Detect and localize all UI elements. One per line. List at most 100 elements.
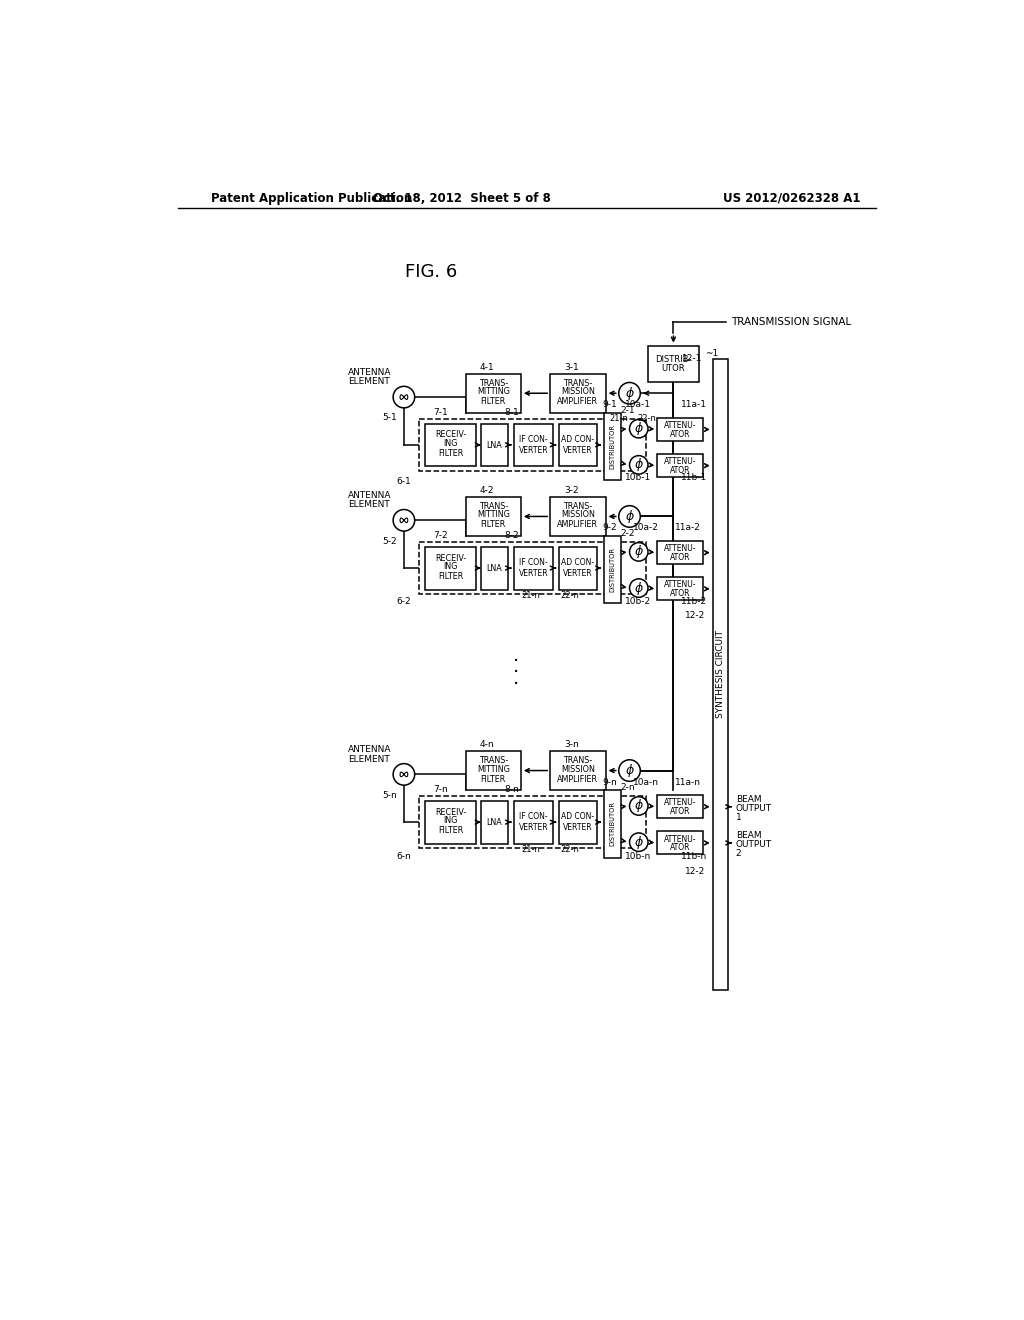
Text: LNA: LNA: [486, 818, 502, 828]
Text: OUTPUT: OUTPUT: [736, 840, 772, 849]
Bar: [425, 424, 475, 466]
Text: $\phi$: $\phi$: [634, 544, 644, 561]
Text: RECEIV-: RECEIV-: [435, 553, 466, 562]
Text: TRANS-: TRANS-: [478, 756, 508, 766]
Text: VERTER: VERTER: [563, 569, 593, 578]
Text: SYNTHESIS CIRCUIT: SYNTHESIS CIRCUIT: [716, 631, 725, 718]
Text: 4-1: 4-1: [480, 363, 495, 371]
Text: 11b-1: 11b-1: [681, 474, 708, 482]
Text: 10a-1: 10a-1: [625, 400, 651, 409]
Bar: [466, 751, 521, 789]
Text: TRANS-: TRANS-: [563, 379, 593, 388]
Text: 2: 2: [736, 849, 741, 858]
Text: 1: 1: [736, 813, 741, 822]
Text: 2-2: 2-2: [620, 529, 635, 537]
Text: RECEIV-: RECEIV-: [435, 808, 466, 817]
Text: DISTRIBUTOR: DISTRIBUTOR: [609, 546, 615, 593]
Text: 11a-1: 11a-1: [681, 400, 708, 409]
Circle shape: [393, 763, 415, 785]
Bar: [657, 454, 703, 478]
Text: ANTENNA: ANTENNA: [347, 491, 391, 500]
Text: ATOR: ATOR: [670, 466, 690, 475]
Bar: [514, 801, 553, 843]
Text: FILTER: FILTER: [438, 826, 463, 836]
Text: ING: ING: [443, 562, 458, 572]
Text: ANTENNA: ANTENNA: [347, 368, 391, 378]
Text: FIG. 6: FIG. 6: [404, 264, 457, 281]
Text: AMPLIFIER: AMPLIFIER: [557, 775, 598, 784]
Text: 5-n: 5-n: [383, 791, 397, 800]
Bar: [559, 424, 597, 466]
Text: 4-n: 4-n: [480, 741, 495, 748]
Text: 10b-2: 10b-2: [625, 598, 651, 606]
Circle shape: [618, 760, 640, 781]
Bar: [550, 751, 605, 789]
Text: US 2012/0262328 A1: US 2012/0262328 A1: [724, 191, 861, 205]
Text: 6-2: 6-2: [396, 598, 412, 606]
Bar: [419, 543, 646, 594]
Text: .: .: [512, 645, 519, 664]
Text: TRANS-: TRANS-: [478, 502, 508, 511]
Bar: [419, 796, 646, 849]
Text: ATOR: ATOR: [670, 553, 690, 562]
Circle shape: [618, 506, 640, 527]
Text: MISSION: MISSION: [561, 511, 595, 519]
Text: 9-2: 9-2: [602, 524, 617, 532]
Text: DISTRIBUTOR: DISTRIBUTOR: [609, 424, 615, 469]
Bar: [559, 548, 597, 590]
Circle shape: [630, 578, 648, 597]
Bar: [425, 548, 475, 590]
Text: 22-n: 22-n: [560, 845, 579, 854]
Text: DISTRIB-: DISTRIB-: [655, 355, 691, 364]
Text: IF CON-: IF CON-: [519, 436, 548, 444]
Text: UTOR: UTOR: [662, 364, 685, 374]
Text: ANTENNA: ANTENNA: [347, 746, 391, 754]
Text: 2-1: 2-1: [620, 405, 635, 414]
Bar: [550, 374, 605, 412]
Bar: [657, 577, 703, 601]
Bar: [481, 548, 508, 590]
Text: ING: ING: [443, 438, 458, 447]
Text: 11b-2: 11b-2: [681, 598, 708, 606]
Text: ATTENU-: ATTENU-: [665, 457, 696, 466]
Text: 21-n: 21-n: [609, 414, 628, 424]
Text: ATTENU-: ATTENU-: [665, 799, 696, 808]
Text: 11a-n: 11a-n: [675, 777, 701, 787]
Text: MITTING: MITTING: [477, 511, 510, 519]
Circle shape: [393, 387, 415, 408]
Bar: [419, 418, 646, 471]
Bar: [559, 801, 597, 843]
Circle shape: [630, 420, 648, 438]
Text: 7-1: 7-1: [433, 408, 449, 417]
Text: 10b-n: 10b-n: [625, 851, 651, 861]
Text: FILTER: FILTER: [480, 520, 506, 529]
Bar: [604, 412, 621, 480]
Bar: [604, 536, 621, 603]
Text: $\phi$: $\phi$: [634, 797, 644, 814]
Text: MITTING: MITTING: [477, 387, 510, 396]
Text: $\phi$: $\phi$: [634, 420, 644, 437]
Text: ATTENU-: ATTENU-: [665, 421, 696, 430]
Bar: [466, 374, 521, 412]
Text: 21-n: 21-n: [521, 845, 541, 854]
Text: AD CON-: AD CON-: [561, 558, 595, 568]
Text: $\phi$: $\phi$: [634, 834, 644, 850]
Text: 3-1: 3-1: [564, 363, 580, 371]
Text: AMPLIFIER: AMPLIFIER: [557, 397, 598, 407]
Text: $\phi$: $\phi$: [625, 384, 635, 401]
Bar: [713, 359, 728, 990]
Bar: [425, 801, 475, 843]
Text: TRANSMISSION SIGNAL: TRANSMISSION SIGNAL: [731, 317, 851, 326]
Text: MISSION: MISSION: [561, 764, 595, 774]
Text: 3-2: 3-2: [564, 486, 580, 495]
Text: 8-2: 8-2: [505, 531, 519, 540]
Text: $\phi$: $\phi$: [634, 579, 644, 597]
Text: VERTER: VERTER: [563, 824, 593, 832]
Text: TRANS-: TRANS-: [563, 756, 593, 766]
Text: ATTENU-: ATTENU-: [665, 834, 696, 843]
Text: LNA: LNA: [486, 441, 502, 450]
Text: 7-n: 7-n: [433, 785, 449, 795]
Text: ATOR: ATOR: [670, 807, 690, 816]
Bar: [514, 548, 553, 590]
Text: .: .: [512, 669, 519, 688]
